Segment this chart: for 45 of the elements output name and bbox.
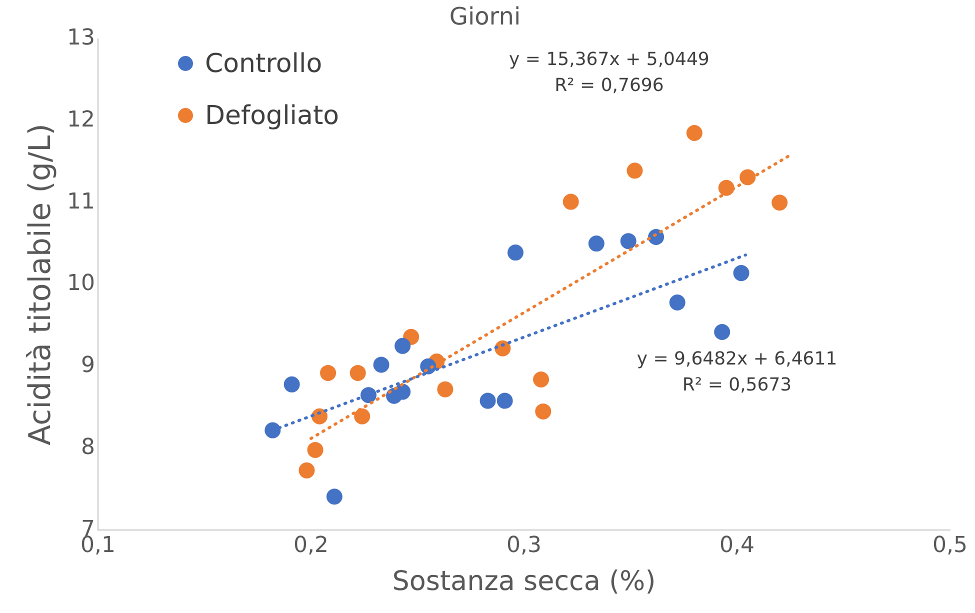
annotation: y = 9,6482x + 6,4611 R² = 0,5673 — [636, 348, 838, 396]
point — [733, 265, 750, 282]
point — [714, 324, 730, 340]
point — [588, 236, 604, 252]
x-axis-title: Sostanza secca (%) — [392, 566, 656, 597]
x-tick-label: 0,2 — [293, 533, 328, 558]
x-tick-label: 0,5 — [932, 533, 968, 558]
point — [740, 169, 756, 186]
point — [496, 392, 513, 409]
y-tick-label: 11 — [66, 189, 95, 214]
point — [307, 442, 324, 458]
y-tick-label: 10 — [66, 271, 95, 296]
y-tick-label: 9 — [80, 353, 95, 378]
point — [626, 162, 643, 179]
y-tick-label: 12 — [66, 107, 95, 132]
point — [686, 124, 702, 141]
point — [620, 233, 636, 250]
point — [718, 180, 734, 196]
y-tick-label: 8 — [80, 435, 95, 460]
point — [298, 462, 315, 478]
point — [507, 244, 524, 261]
point — [562, 194, 579, 210]
point — [354, 408, 370, 424]
point — [437, 381, 454, 398]
point — [264, 422, 281, 438]
chart-title: Giorni — [449, 2, 521, 31]
point — [669, 294, 686, 311]
point — [326, 488, 342, 505]
point — [535, 403, 552, 420]
point — [533, 372, 550, 388]
point — [320, 364, 336, 381]
point — [350, 364, 366, 381]
annotation: y = 15,367x + 5,0449 R² = 0,7696 — [509, 48, 710, 96]
point — [373, 356, 390, 373]
point — [394, 384, 411, 400]
point — [480, 392, 496, 409]
x-tick-label: 0,3 — [506, 533, 542, 558]
legend-label: Defogliato — [204, 100, 340, 131]
legend-label: Controllo — [204, 48, 322, 79]
point — [394, 338, 411, 354]
y-axis-title: Acidità titolabile (g/L) — [22, 124, 58, 446]
point — [772, 194, 788, 211]
point — [284, 376, 300, 392]
x-tick-label: 0,4 — [720, 533, 754, 558]
y-tick-label: 13 — [66, 26, 95, 51]
